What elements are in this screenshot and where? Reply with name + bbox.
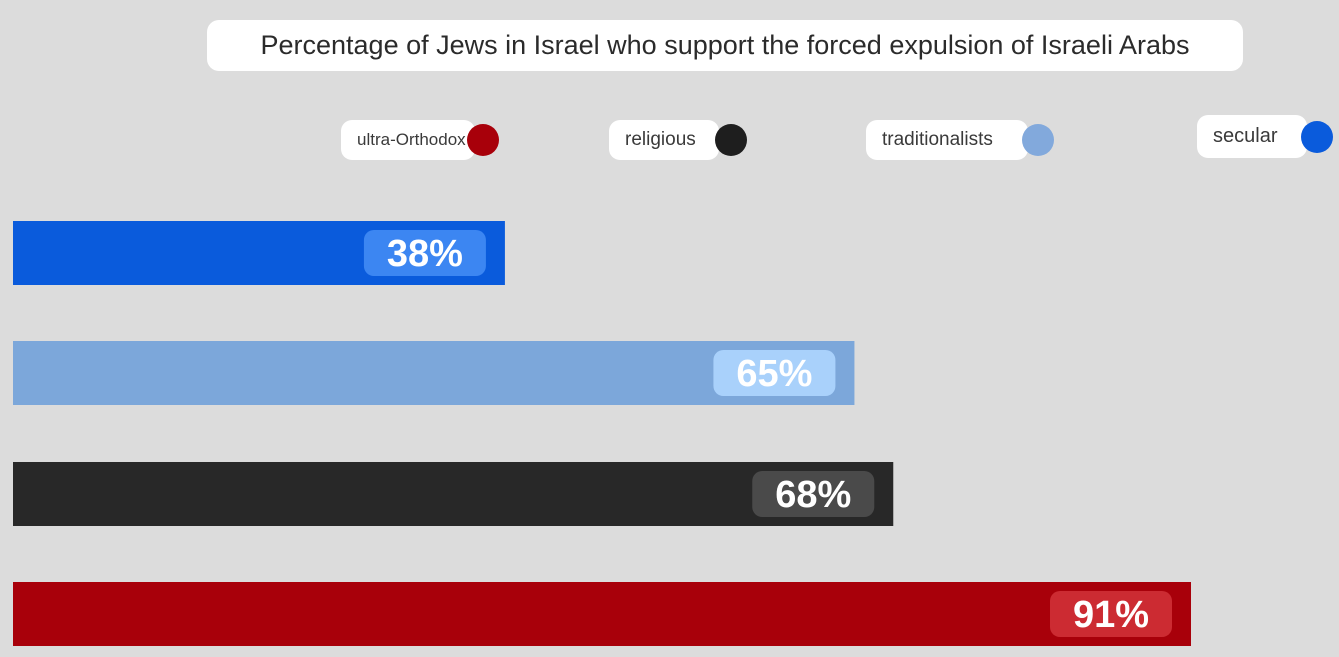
chart-title: Percentage of Jews in Israel who support… bbox=[207, 20, 1243, 71]
legend-label: religious bbox=[609, 120, 719, 160]
bar-religious bbox=[13, 462, 894, 526]
legend-label: traditionalists bbox=[866, 120, 1028, 160]
legend-swatch-icon bbox=[1022, 124, 1054, 156]
data-label-background bbox=[752, 471, 875, 517]
legend-label: ultra-Orthodox bbox=[341, 120, 475, 160]
legend-swatch-icon bbox=[467, 124, 499, 156]
data-label: 91% bbox=[1073, 594, 1149, 636]
data-label: 38% bbox=[387, 233, 463, 275]
data-label-background bbox=[363, 230, 486, 276]
data-label-background bbox=[713, 350, 836, 396]
legend-swatch-icon bbox=[715, 124, 747, 156]
legend-swatch-icon bbox=[1301, 121, 1333, 153]
data-label: 68% bbox=[775, 474, 851, 516]
data-label: 65% bbox=[736, 353, 812, 395]
bar-ultra-orthodox bbox=[13, 582, 1191, 646]
legend-label: secular bbox=[1197, 115, 1307, 158]
data-label-background bbox=[1050, 591, 1172, 637]
